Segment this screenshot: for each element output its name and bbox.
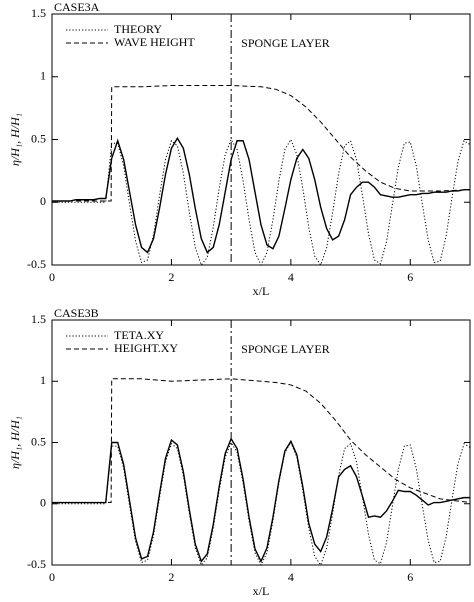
x-tick-label: 6 — [407, 270, 413, 284]
x-tick-label: 0 — [49, 270, 55, 284]
y-tick-label: 1.5 — [31, 6, 46, 20]
legend-label: HEIGHT.XY — [114, 341, 178, 355]
y-tick-label: 0 — [40, 194, 46, 208]
chart-title: CASE3A — [54, 0, 100, 14]
y-tick-label: 1.5 — [31, 312, 46, 326]
x-tick-label: 4 — [288, 270, 294, 284]
legend-label: THEORY — [114, 22, 162, 36]
y-tick-label: -0.5 — [27, 257, 46, 271]
y-tick-label: 1 — [40, 69, 46, 83]
y-tick-label: 0.5 — [31, 434, 46, 448]
legend-label: TETA.XY — [114, 328, 164, 342]
series-line — [52, 136, 470, 254]
y-tick-label: 0.5 — [31, 131, 46, 145]
y-tick-label: -0.5 — [27, 557, 46, 571]
series-line — [52, 437, 470, 563]
x-tick-label: 4 — [288, 570, 294, 584]
y-axis-label: η/H₁, H/H₁ — [8, 416, 22, 469]
x-axis-label: x/L — [253, 284, 270, 298]
x-tick-label: 2 — [168, 570, 174, 584]
x-tick-label: 2 — [168, 270, 174, 284]
y-tick-label: 0 — [40, 496, 46, 510]
series-line — [52, 378, 471, 504]
x-axis-label: x/L — [253, 584, 270, 597]
chart-title: CASE3B — [54, 306, 99, 320]
y-axis-label: η/H₁, H/H₁ — [8, 113, 22, 166]
series-line — [52, 441, 471, 567]
series-line — [52, 138, 471, 267]
x-tick-label: 0 — [49, 570, 55, 584]
series-line — [52, 85, 471, 202]
legend-label: WAVE HEIGHT — [114, 35, 195, 49]
plot-frame — [51, 13, 471, 266]
annotation: SPONGE LAYER — [241, 36, 330, 50]
annotation: SPONGE LAYER — [241, 342, 330, 356]
x-tick-label: 6 — [407, 570, 413, 584]
y-tick-label: 1 — [40, 373, 46, 387]
